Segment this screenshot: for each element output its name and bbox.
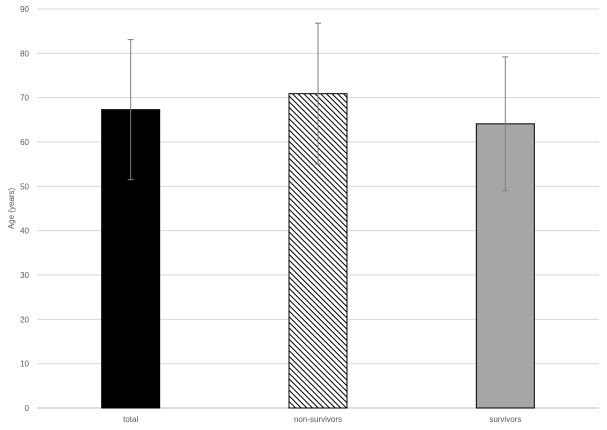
y-axis-title: Age (years) (7, 187, 16, 229)
error-bar (315, 22, 321, 165)
error-bar (127, 39, 134, 181)
x-axis-ticks: total non-survivors survivors (123, 415, 521, 424)
y-tick-label: 90 (20, 5, 29, 14)
y-tick-label: 30 (20, 271, 29, 280)
x-tick-label: total (123, 415, 138, 424)
x-tick-label: survivors (489, 415, 521, 424)
y-tick-label: 10 (20, 360, 29, 369)
y-tick-label: 80 (20, 49, 29, 58)
bar-survivors (475, 123, 535, 409)
bars (101, 22, 535, 409)
y-tick-label: 20 (20, 315, 29, 324)
error-bar (502, 56, 509, 192)
y-tick-label: 70 (20, 94, 29, 103)
y-tick-label: 60 (20, 138, 29, 147)
y-tick-label: 0 (25, 404, 30, 413)
x-tick-label: non-survivors (294, 415, 342, 424)
y-tick-label: 50 (20, 182, 29, 191)
y-tick-label: 40 (20, 227, 29, 236)
y-axis-ticks: 0 10 20 30 40 50 60 70 80 90 (20, 5, 29, 413)
